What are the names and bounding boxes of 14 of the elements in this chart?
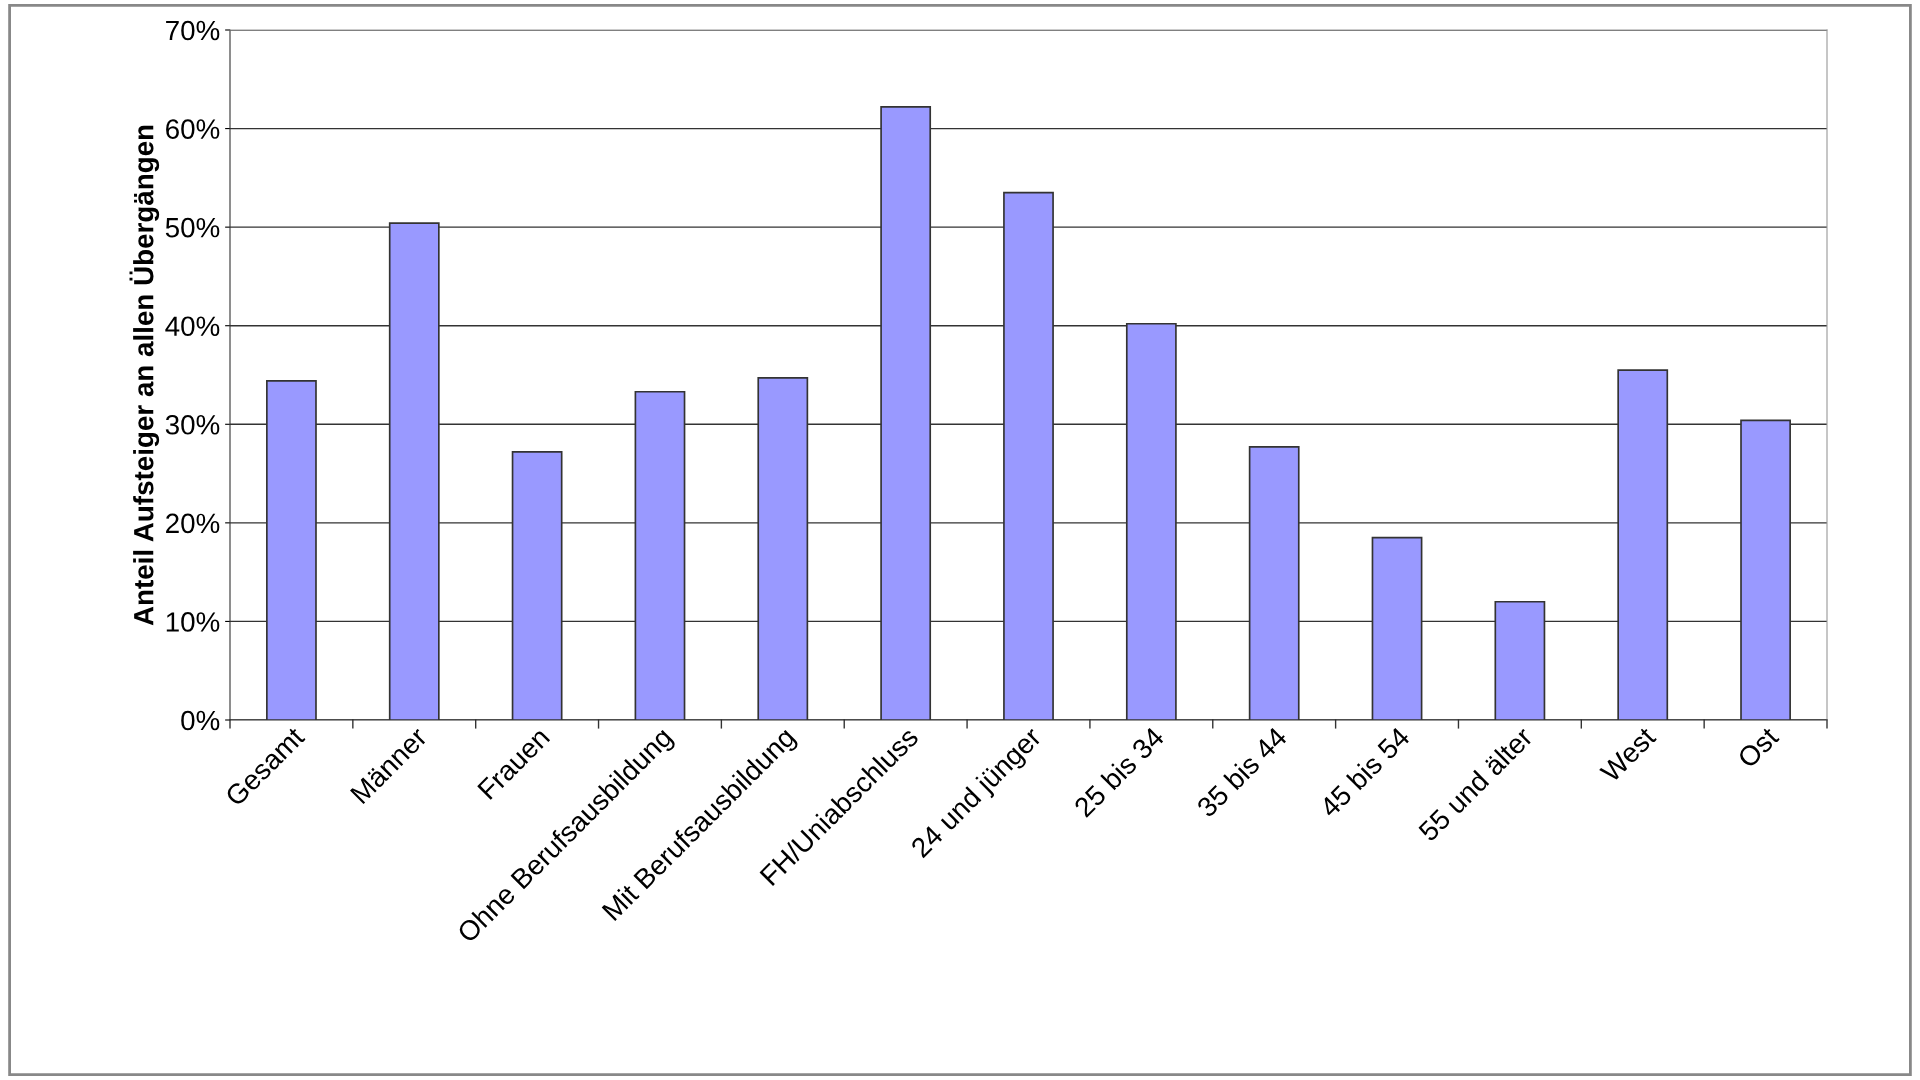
y-tick-label: 50%: [165, 217, 220, 238]
y-tick-label: 20%: [166, 513, 220, 534]
y-tick-label: 10%: [166, 612, 220, 632]
x-tick-label: Ost: [1736, 725, 1780, 769]
x-tick-label: 25 bis 34: [1072, 725, 1166, 819]
x-tick-label: 45 bis 54: [1317, 725, 1411, 819]
y-tick-label: 30%: [165, 414, 220, 435]
y-tick-label: 70%: [166, 20, 220, 41]
y-tick-label: 60%: [166, 119, 220, 139]
y-tick-label: 0%: [181, 710, 220, 731]
x-tick-label: 35 bis 44: [1195, 725, 1289, 819]
y-axis-title: Anteil Aufsteiger an allen Übergängen: [129, 125, 160, 626]
y-tick-label: 40%: [165, 316, 220, 337]
x-tick-label: 55 und älter: [1416, 725, 1534, 843]
